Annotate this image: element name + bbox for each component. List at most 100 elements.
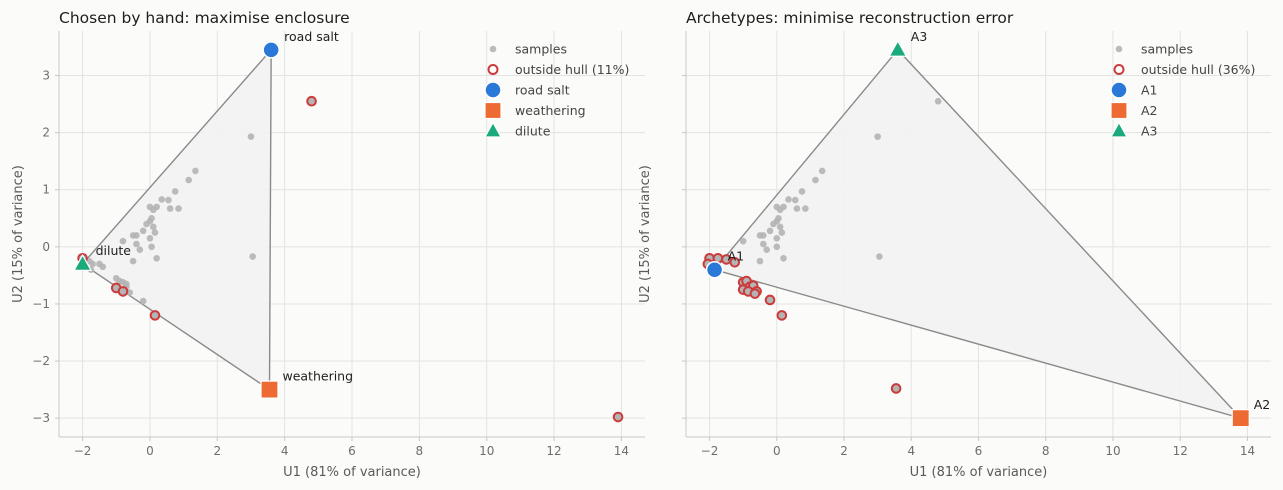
x-tick-label: 4 [907,444,915,458]
y-axis-label: U2 (15% of variance) [11,165,26,303]
sample-point [89,260,96,268]
x-tick-label: −2 [701,444,719,458]
vertex-marker [1231,409,1250,428]
y-tick-label: −1 [32,297,50,311]
vertex-marker [705,260,724,279]
outside-hull-point [729,256,741,268]
legend-marker [1109,121,1129,138]
chart-title: Chosen by hand: maximise enclosure [59,9,350,27]
sample-point [133,240,140,248]
legend-marker [487,64,499,75]
x-tick-label: 2 [840,444,848,458]
y-axis-label: U2 (15% of variance) [638,165,653,303]
right-chart-panel: −2 0 2 4 6 8 10 12 14 Archetypes: minimise recons… [638,9,1271,480]
legend-label: road salt [515,83,570,98]
sample-point [812,176,819,184]
legend-label: samples [515,42,567,57]
sample-point [775,214,782,222]
vertex-label: A1 [728,249,745,264]
outside-hull-point [306,95,317,107]
sample-point [776,223,784,231]
legend-label: outside hull (36%) [1141,62,1255,77]
sample-point [133,232,140,239]
sample-point [148,243,155,251]
outside-hull-point [890,383,902,394]
legend-label: weathering [515,103,586,118]
sample-point [158,196,166,203]
sample-point [119,237,127,245]
sample-point [151,229,159,236]
y-tick-label: −3 [32,411,50,425]
vertex-marker [888,39,908,57]
legend-marker [1110,81,1128,99]
sample-point [778,229,786,236]
sample-point [129,257,137,265]
sample-point [123,280,130,288]
legend-marker [484,101,502,120]
sample-point [146,234,154,242]
sample-point [760,240,767,248]
sample-point [171,188,179,195]
x-tick-label: 12 [1173,444,1188,458]
sample-point [139,227,147,235]
x-tick-label: 8 [1042,444,1050,458]
vertex-label: dilute [96,243,132,258]
vertex-label: A3 [911,29,928,44]
y-tick-label: 1 [42,183,50,197]
sample-point [760,232,767,239]
sample-point [192,167,199,175]
y-tick-label: 3 [42,69,50,83]
legend-label: samples [1141,42,1193,57]
x-tick-label: 10 [1105,444,1120,458]
sample-point [136,246,144,254]
legend-marker [489,45,497,53]
sample-point [763,246,770,254]
x-tick-label: 6 [348,444,356,458]
sample-point [791,196,799,204]
sample-point [780,203,787,211]
x-tick-label: −2 [74,444,92,458]
outside-hull-point [149,310,161,321]
sample-point [773,243,781,251]
legend-label: dilute [515,124,551,139]
outside-hull-point [117,286,129,297]
y-tick-label: 0 [42,240,50,254]
legend-label: A2 [1141,103,1158,118]
sample-point [773,203,781,211]
sample-point [139,297,147,305]
x-axis-label: U1 (81% of variance) [910,465,1048,480]
sample-point [165,196,172,204]
sample-point [175,205,182,212]
sample-point [146,203,154,211]
sample-point [876,253,883,260]
vertex-marker [262,41,280,59]
outside-hull-point [776,310,788,321]
x-tick-label: 10 [479,444,494,458]
legend-marker [483,121,503,138]
sample-point [818,167,826,175]
x-tick-label: 8 [416,444,424,458]
x-tick-label: 14 [1240,444,1255,458]
legend-label: outside hull (11%) [515,62,629,77]
outside-hull-point [749,288,761,299]
x-tick-label: 0 [773,444,781,458]
legend-marker [1113,64,1125,75]
outside-hull-point [612,411,624,423]
sample-point [766,227,774,235]
vertex-label: road salt [284,29,339,44]
sample-point [153,254,160,262]
chart-title: Archetypes: minimise reconstruction erro… [686,9,1014,27]
x-tick-label: 0 [146,444,154,458]
x-tick-label: 4 [281,444,289,458]
sample-point [739,237,747,245]
legend-label: A1 [1141,83,1158,98]
legend-marker [1115,45,1123,53]
outside-hull-point [764,294,776,306]
sample-point [149,223,157,231]
sample-point [148,214,155,222]
sample-point [793,205,801,212]
sample-point [785,196,792,203]
sample-point [773,234,781,242]
